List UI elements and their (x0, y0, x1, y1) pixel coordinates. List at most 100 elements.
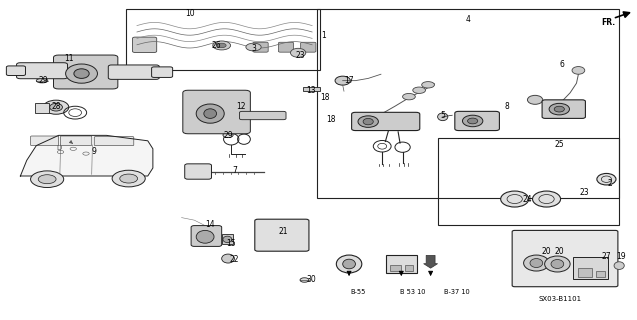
Text: 19: 19 (616, 252, 626, 261)
Ellipse shape (74, 69, 89, 78)
Text: 5: 5 (440, 111, 445, 120)
Bar (303, 87, 320, 91)
Ellipse shape (343, 259, 355, 269)
Ellipse shape (31, 171, 64, 188)
FancyBboxPatch shape (6, 66, 25, 76)
FancyBboxPatch shape (255, 219, 309, 251)
Ellipse shape (335, 76, 350, 85)
Text: 9: 9 (92, 147, 97, 156)
Text: SX03-B1101: SX03-B1101 (539, 296, 582, 302)
Text: B-37 10: B-37 10 (445, 289, 470, 295)
Ellipse shape (554, 106, 564, 112)
FancyBboxPatch shape (512, 230, 618, 287)
Ellipse shape (468, 118, 478, 124)
Ellipse shape (38, 175, 56, 184)
Bar (280, 236, 290, 240)
Text: 18: 18 (320, 93, 329, 102)
Ellipse shape (223, 132, 233, 138)
Text: 20: 20 (541, 247, 552, 256)
Text: 26: 26 (211, 41, 222, 50)
Text: 23: 23 (580, 188, 590, 197)
FancyBboxPatch shape (185, 164, 211, 179)
Ellipse shape (222, 254, 234, 263)
FancyBboxPatch shape (352, 112, 420, 131)
Ellipse shape (462, 115, 483, 127)
Bar (126, 9, 320, 70)
Text: B 53 10: B 53 10 (400, 289, 426, 295)
Ellipse shape (527, 95, 543, 104)
Ellipse shape (572, 67, 585, 74)
Bar (222, 234, 233, 244)
Text: 23: 23 (296, 51, 306, 60)
Bar (405, 265, 413, 271)
Text: 12: 12 (236, 102, 245, 111)
Bar (266, 240, 276, 244)
Ellipse shape (597, 173, 616, 185)
Ellipse shape (438, 113, 448, 121)
FancyBboxPatch shape (253, 42, 268, 52)
Text: 14: 14 (205, 220, 215, 229)
FancyBboxPatch shape (132, 37, 157, 52)
Ellipse shape (112, 170, 145, 187)
Bar (266, 236, 276, 240)
FancyBboxPatch shape (152, 67, 173, 77)
Text: 24: 24 (522, 195, 533, 204)
Bar (596, 271, 605, 277)
FancyBboxPatch shape (94, 137, 134, 146)
Ellipse shape (422, 82, 434, 88)
FancyBboxPatch shape (542, 100, 585, 118)
Ellipse shape (413, 87, 426, 93)
Ellipse shape (246, 43, 261, 51)
Text: 20: 20 (554, 247, 564, 256)
Ellipse shape (290, 48, 306, 57)
Text: 10: 10 (185, 9, 195, 18)
Ellipse shape (551, 260, 564, 268)
Bar (35, 103, 49, 113)
Text: 27: 27 (601, 252, 612, 261)
Text: 28: 28 (52, 102, 61, 111)
Bar (280, 231, 290, 235)
Bar (438, 138, 619, 225)
FancyArrow shape (424, 255, 438, 268)
Ellipse shape (549, 103, 569, 115)
Bar (292, 236, 301, 240)
FancyBboxPatch shape (278, 42, 294, 52)
Text: 15: 15 (225, 239, 236, 248)
Text: 8: 8 (504, 102, 509, 111)
FancyBboxPatch shape (301, 42, 316, 52)
Text: 18: 18 (327, 115, 336, 124)
FancyBboxPatch shape (183, 90, 250, 134)
Text: 16: 16 (204, 234, 214, 243)
Ellipse shape (403, 93, 415, 100)
Bar (578, 268, 592, 277)
Ellipse shape (36, 78, 48, 83)
Bar (317, 9, 619, 198)
Bar (292, 231, 301, 235)
Ellipse shape (545, 256, 570, 272)
Bar (292, 240, 301, 244)
Bar (266, 231, 276, 235)
Text: D: D (56, 145, 61, 151)
Text: 29: 29 (223, 131, 233, 140)
Ellipse shape (524, 255, 549, 271)
Ellipse shape (50, 103, 62, 111)
Ellipse shape (213, 41, 231, 50)
Ellipse shape (217, 43, 226, 48)
FancyBboxPatch shape (108, 65, 159, 79)
Text: 30: 30 (306, 275, 316, 284)
Text: 21: 21 (279, 227, 288, 236)
Bar (280, 240, 290, 244)
Text: 25: 25 (554, 140, 564, 149)
FancyBboxPatch shape (191, 226, 222, 246)
Text: 1: 1 (321, 31, 326, 40)
Ellipse shape (300, 278, 309, 282)
Text: B-55: B-55 (350, 289, 366, 295)
FancyBboxPatch shape (61, 136, 92, 146)
Text: 22: 22 (230, 255, 239, 264)
Ellipse shape (336, 255, 362, 273)
Ellipse shape (363, 118, 373, 125)
Text: 2: 2 (608, 179, 613, 188)
Ellipse shape (196, 230, 214, 243)
FancyBboxPatch shape (240, 111, 286, 120)
Bar (386, 255, 417, 273)
